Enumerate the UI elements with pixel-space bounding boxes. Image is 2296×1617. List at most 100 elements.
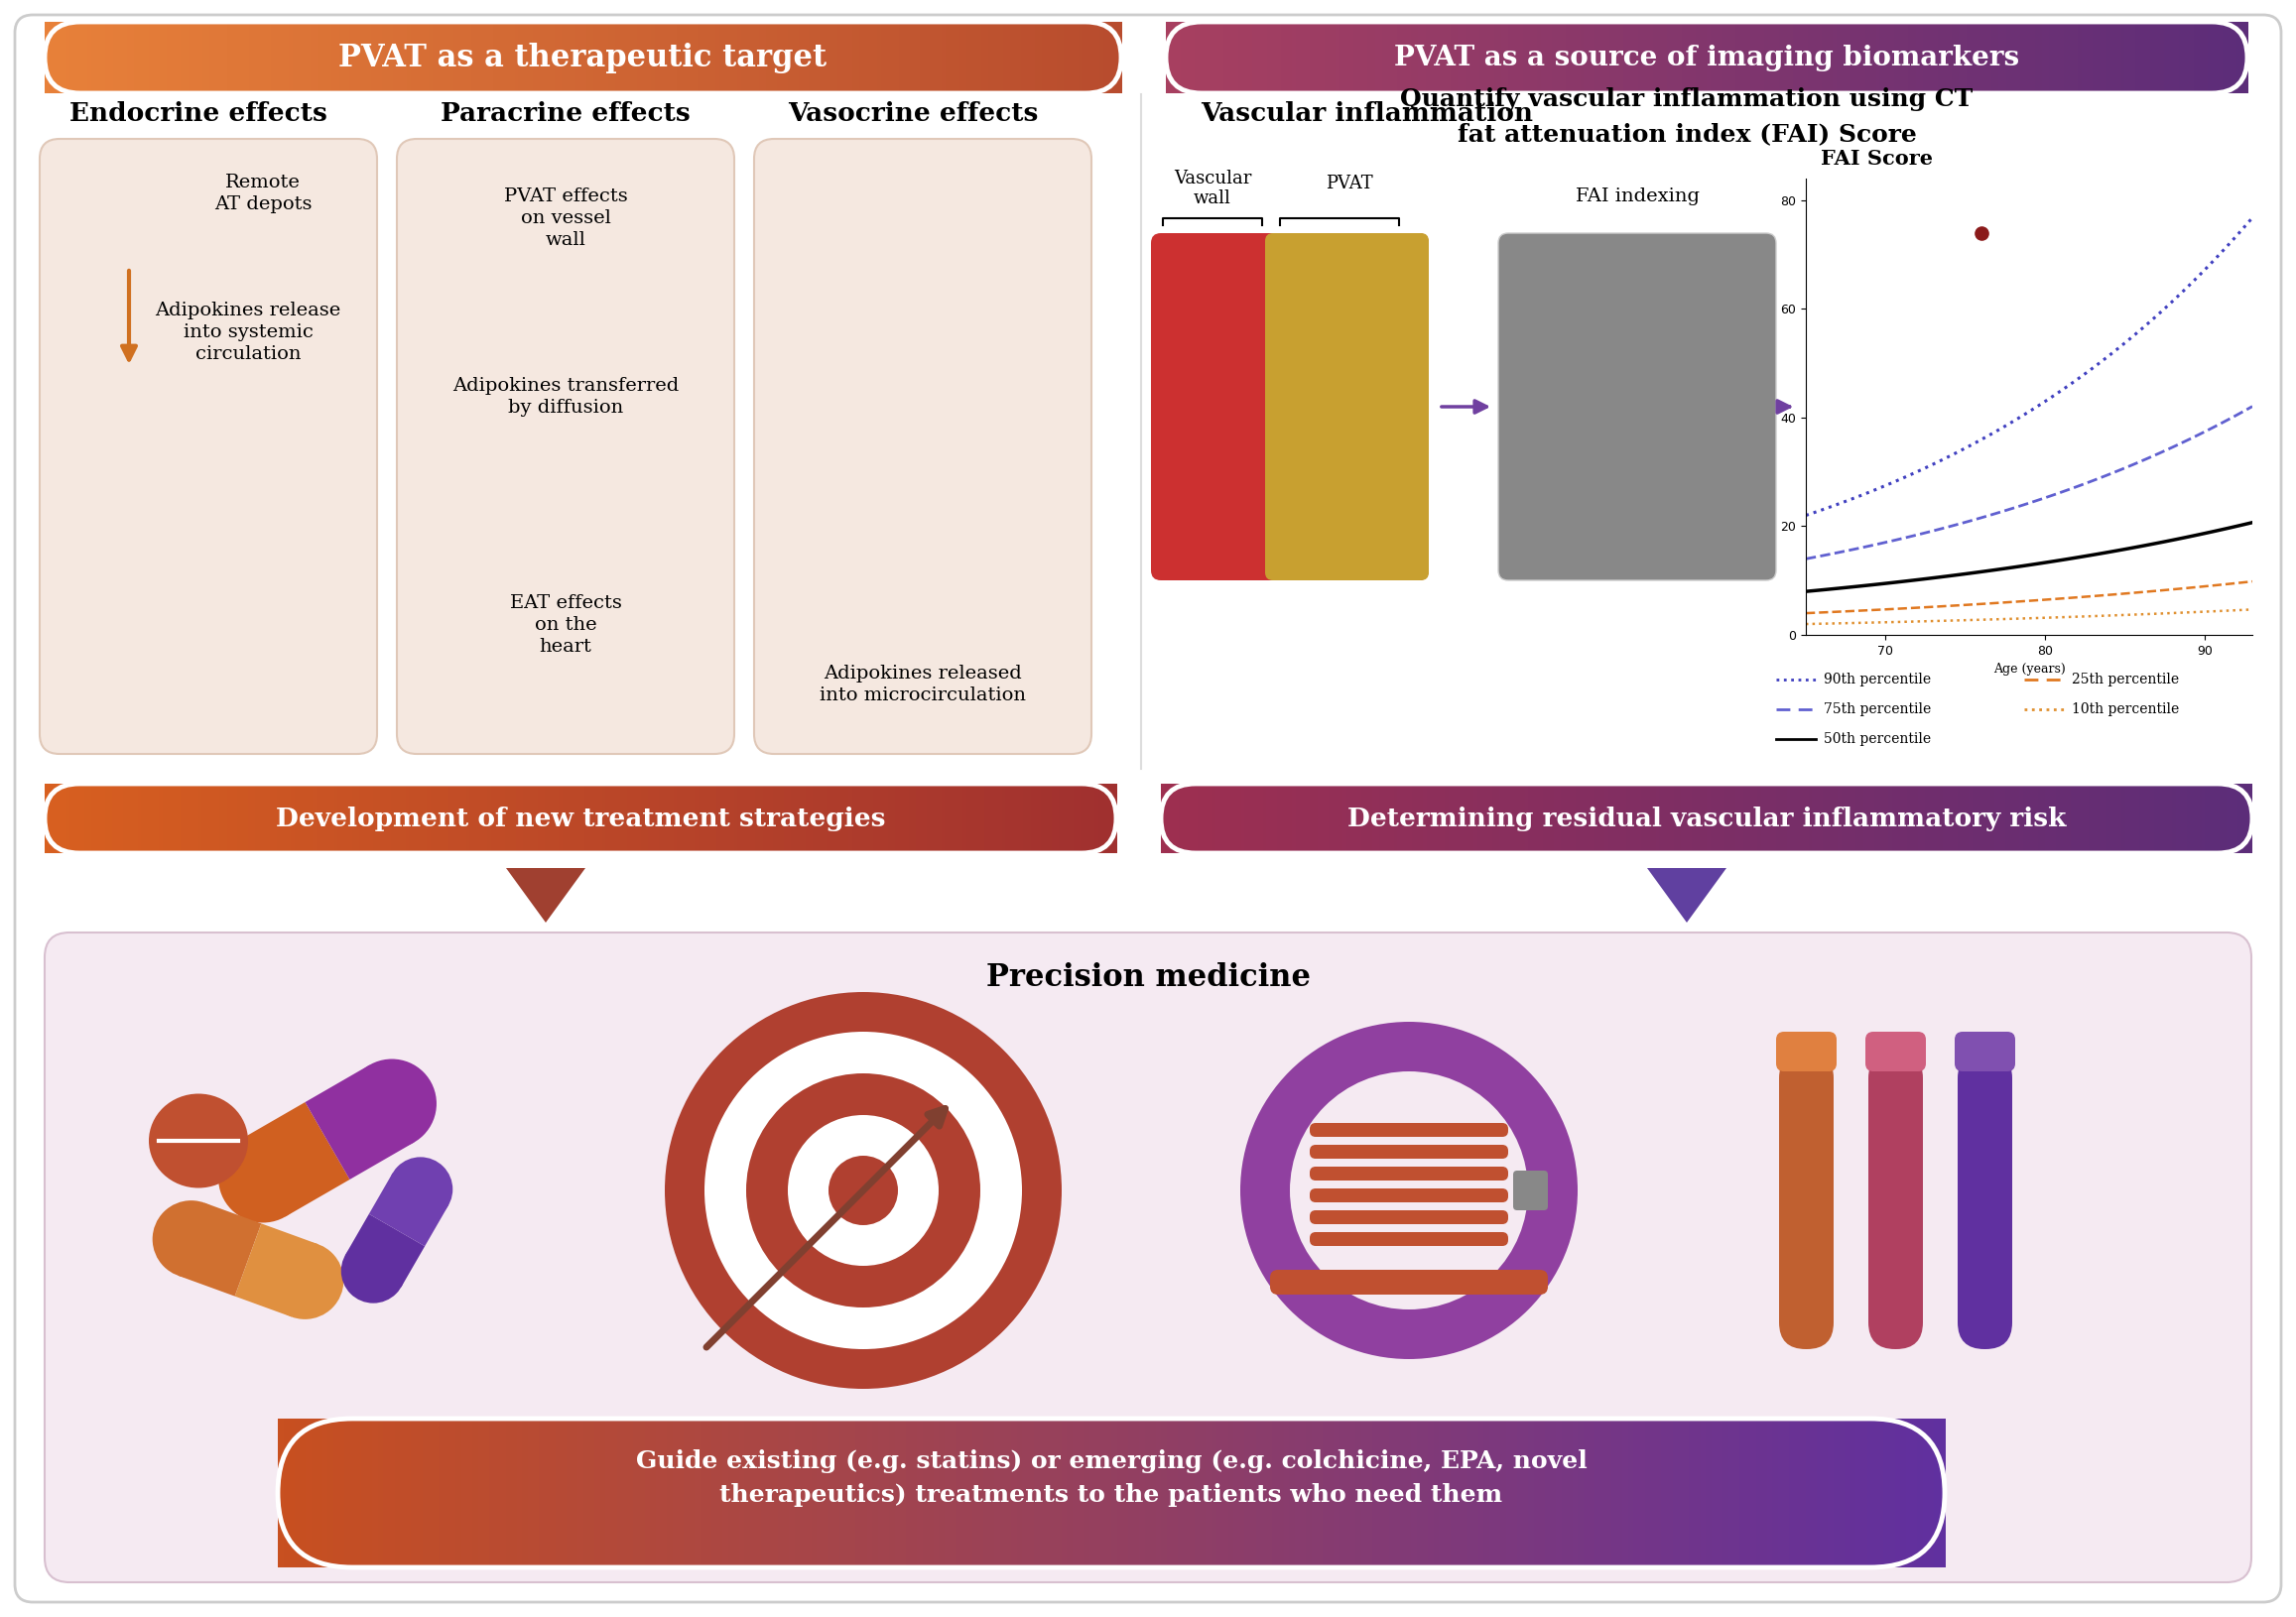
Bar [1609,784,1612,854]
Bar [526,21,530,94]
Bar [751,1418,755,1567]
Bar [599,1418,606,1567]
Bar [1662,784,1667,854]
Bar [813,784,817,854]
Bar [1238,21,1242,94]
Bar [1538,21,1541,94]
Bar [1033,1418,1040,1567]
Bar [2117,21,2122,94]
Bar [170,21,174,94]
Bar [533,1418,540,1567]
Bar [1740,784,1743,854]
Bar [2014,21,2018,94]
Bar [1038,21,1042,94]
Bar [1616,784,1619,854]
Bar [1812,784,1816,854]
Bar [611,1418,618,1567]
Bar [1626,784,1630,854]
Bar [1814,21,1818,94]
Bar [1488,21,1490,94]
Bar [831,784,833,854]
Bar [1605,21,1609,94]
Bar [340,1418,344,1567]
Bar [289,21,294,94]
Bar [1251,784,1256,854]
Bar [484,1418,489,1567]
Bar [1525,784,1529,854]
Bar [558,21,563,94]
Bar [1584,21,1589,94]
Bar [2216,21,2218,94]
Bar [1401,1418,1405,1567]
Bar [181,784,184,854]
Bar [1940,21,1945,94]
Bar [1428,1418,1435,1567]
Bar [627,21,629,94]
Bar [1042,21,1047,94]
Bar [691,21,696,94]
Circle shape [829,1156,898,1226]
Bar [569,784,574,854]
Bar [1823,784,1828,854]
Bar [73,21,78,94]
Bar [2082,784,2085,854]
Bar [726,21,730,94]
Bar [450,21,455,94]
Bar [1424,784,1428,854]
Bar [902,784,907,854]
Bar [866,21,870,94]
Bar [1279,1418,1283,1567]
Bar [827,21,831,94]
Bar [673,21,677,94]
Bar [1081,784,1084,854]
Bar [1343,784,1348,854]
Bar [758,21,762,94]
Bar [92,21,96,94]
Bar [1685,21,1690,94]
Bar [1543,784,1548,854]
Bar [1240,784,1244,854]
Bar [1931,21,1933,94]
Bar [762,1418,767,1567]
Bar [1453,21,1458,94]
Bar [1587,21,1591,94]
Bar [806,1418,813,1567]
Bar [1228,1418,1233,1567]
Bar [1424,1418,1428,1567]
Bar [1736,784,1740,854]
Bar [1350,1418,1357,1567]
Bar [1063,784,1068,854]
Bar [225,21,227,94]
Text: Adipokines release
into systemic
circulation: Adipokines release into systemic circula… [156,301,340,364]
Bar [1646,21,1649,94]
Bar [1398,784,1401,854]
Bar [1846,784,1848,854]
Bar [974,21,978,94]
Bar [1984,21,1988,94]
Bar [1910,784,1915,854]
Bar [1396,21,1401,94]
Bar [544,21,546,94]
Bar [859,784,863,854]
Bar [1093,21,1097,94]
Bar [1180,784,1182,854]
Bar [1375,21,1380,94]
Bar [1208,784,1212,854]
Bar [478,1418,484,1567]
Bar [1649,21,1653,94]
Bar [1219,21,1224,94]
Bar [1738,21,1743,94]
Bar [1189,1418,1196,1567]
Bar [1362,21,1364,94]
Bar [1318,784,1322,854]
Bar [914,21,916,94]
Bar [1671,1418,1678,1567]
Bar [829,1418,833,1567]
Bar [142,21,145,94]
Bar [473,1418,478,1567]
Bar [1743,784,1747,854]
Bar [856,1418,861,1567]
Bar [1412,784,1417,854]
Bar [360,1418,367,1567]
Bar [1807,21,1812,94]
